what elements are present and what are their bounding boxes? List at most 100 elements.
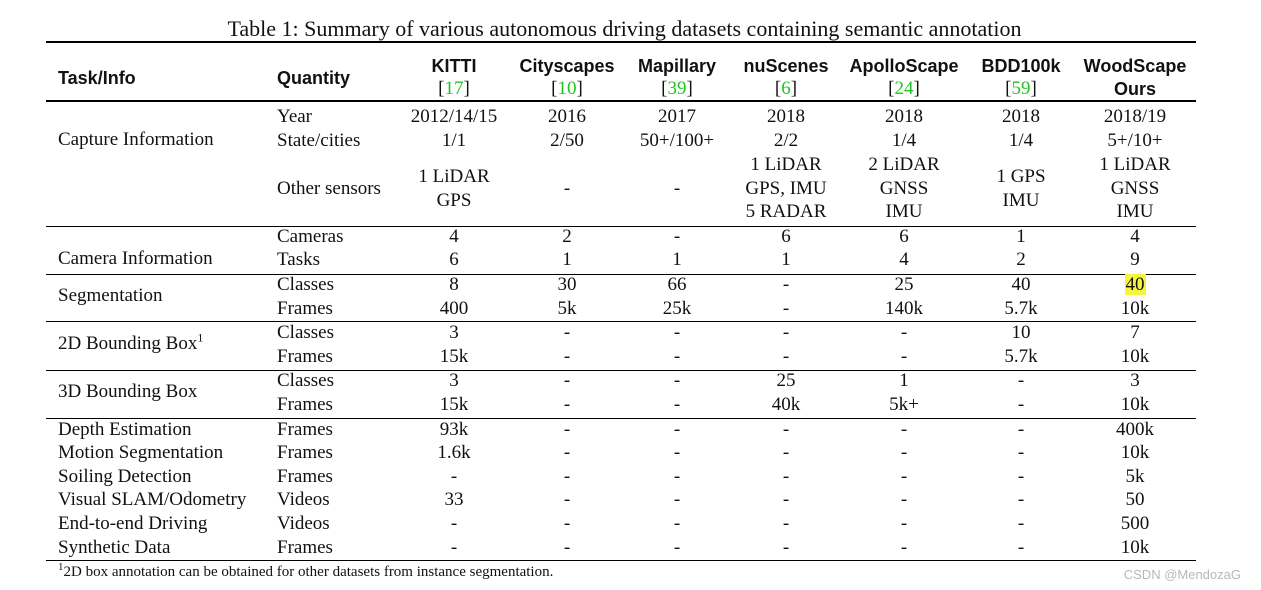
table-cell: 40 (1070, 273, 1200, 297)
table-cell: - (1017, 489, 1025, 510)
row-quantity-label: Frames (277, 394, 333, 415)
table-cell: - (563, 322, 571, 343)
table-cell: 10k (1120, 442, 1150, 463)
table-cell: 1/1 (441, 130, 467, 151)
row-task-label: Depth Estimation (58, 419, 192, 440)
group-divider-rule (46, 321, 1196, 322)
table-cell: - (782, 274, 790, 295)
table-cell: 4 (899, 249, 909, 270)
table-cell: - (782, 513, 790, 534)
table-caption: Table 1: Summary of various autonomous d… (0, 16, 1261, 42)
table-cell: - (673, 370, 681, 391)
table-cell: 2/50 (550, 130, 584, 151)
table-cell: - (563, 442, 571, 463)
header-dataset-reference: [17] (438, 78, 470, 99)
group-task-label: Camera Information (58, 248, 213, 270)
caption-text: Table 1: Summary of various autonomous d… (227, 16, 1022, 41)
row-task-label: Motion Segmentation (58, 442, 224, 463)
table-cell: 1 LiDAR GPS (418, 165, 490, 211)
table-cell: - (1017, 537, 1025, 558)
header-dataset-name: BDD100k (981, 56, 1061, 76)
table-cell: - (450, 513, 458, 534)
bottom-rule (46, 560, 1196, 562)
table-cell: 3 (449, 370, 459, 391)
table-cell: - (782, 298, 790, 319)
table-cell: 1 (1016, 226, 1026, 247)
table-cell: - (1017, 419, 1025, 440)
table-cell: - (1017, 442, 1025, 463)
table-cell: - (673, 489, 681, 510)
group-task-label: 2D Bounding Box1 (58, 330, 204, 355)
table-cell: 10k (1120, 537, 1150, 558)
reference-number: 24 (894, 78, 914, 99)
table-cell: - (563, 466, 571, 487)
row-quantity-label: Frames (277, 466, 333, 487)
row-quantity-label: Frames (277, 537, 333, 558)
footnote-marker: 1 (197, 330, 204, 345)
table-cell: - (673, 466, 681, 487)
table-cell: - (563, 370, 571, 391)
header-dataset-sublabel: Ours (1113, 79, 1156, 99)
table-cell: 5k (557, 298, 577, 319)
row-task-label: End-to-end Driving (58, 513, 208, 534)
table-cell: 10k (1120, 298, 1150, 319)
table-cell: - (900, 322, 908, 343)
row-quantity-label: Videos (277, 489, 330, 510)
table-cell: - (673, 346, 681, 367)
group-divider-rule (46, 273, 1196, 275)
table-cell: 66 (667, 274, 687, 295)
reference-number: 59 (1011, 78, 1031, 99)
table-cell: - (563, 346, 571, 367)
table-cell: 30 (557, 274, 577, 295)
table-cell: - (673, 537, 681, 558)
group-task-label: 3D Bounding Box (58, 381, 197, 403)
table-cell: 400k (1116, 419, 1154, 440)
header-dataset-reference: [24] (888, 78, 920, 99)
reference-number: 6 (781, 78, 791, 99)
table-cell: 10k (1120, 394, 1150, 415)
table-cell: 2/2 (773, 130, 799, 151)
table-cell: 2016 (548, 106, 586, 127)
table-cell: 7 (1130, 322, 1140, 343)
table-cell: 1/4 (891, 130, 917, 151)
table-cell: 1 LiDAR GPS, IMU 5 RADAR (745, 154, 827, 223)
table-cell: 2018/19 (1103, 106, 1167, 127)
table-cell: - (900, 346, 908, 367)
table-cell: 10k (1120, 346, 1150, 367)
table-cell: - (1017, 370, 1025, 391)
table-cell: 2 (1016, 249, 1026, 270)
header-rule (46, 100, 1196, 102)
table-cell: - (563, 394, 571, 415)
table-footnote: 12D box annotation can be obtained for o… (58, 562, 553, 581)
row-quantity-label: Classes (277, 370, 334, 391)
table-cell: 1 GPS IMU (996, 165, 1046, 211)
group-task-text: Camera Information (58, 248, 213, 269)
row-quantity-label: Year (277, 106, 313, 127)
table-cell: 3 (449, 322, 459, 343)
table-cell: 2018 (767, 106, 805, 127)
table-cell: 25 (894, 274, 914, 295)
header-dataset-name: Mapillary (637, 56, 717, 76)
table-cell: 9 (1130, 249, 1140, 270)
table-cell: 2018 (1002, 106, 1040, 127)
table-cell: 33 (444, 489, 464, 510)
table-cell: - (450, 537, 458, 558)
group-task-label: Capture Information (58, 129, 214, 151)
table-cell: - (1017, 394, 1025, 415)
group-task-text: Capture Information (58, 129, 214, 150)
table-cell: 10 (1011, 322, 1031, 343)
table-cell: 15k (439, 346, 469, 367)
table-cell: 25 (776, 370, 796, 391)
table-cell: - (450, 466, 458, 487)
table-cell: - (782, 346, 790, 367)
table-cell: 40k (771, 394, 801, 415)
row-quantity-label: State/cities (277, 130, 361, 151)
header-dataset-reference: [59] (1005, 78, 1037, 99)
table-cell: - (900, 537, 908, 558)
table-cell: 3 (1130, 370, 1140, 391)
table-cell: 5k (1125, 466, 1145, 487)
header-dataset-reference: [10] (551, 78, 583, 99)
table-cell: 400 (439, 298, 469, 319)
table-cell: - (900, 419, 908, 440)
table-cell: - (782, 466, 790, 487)
